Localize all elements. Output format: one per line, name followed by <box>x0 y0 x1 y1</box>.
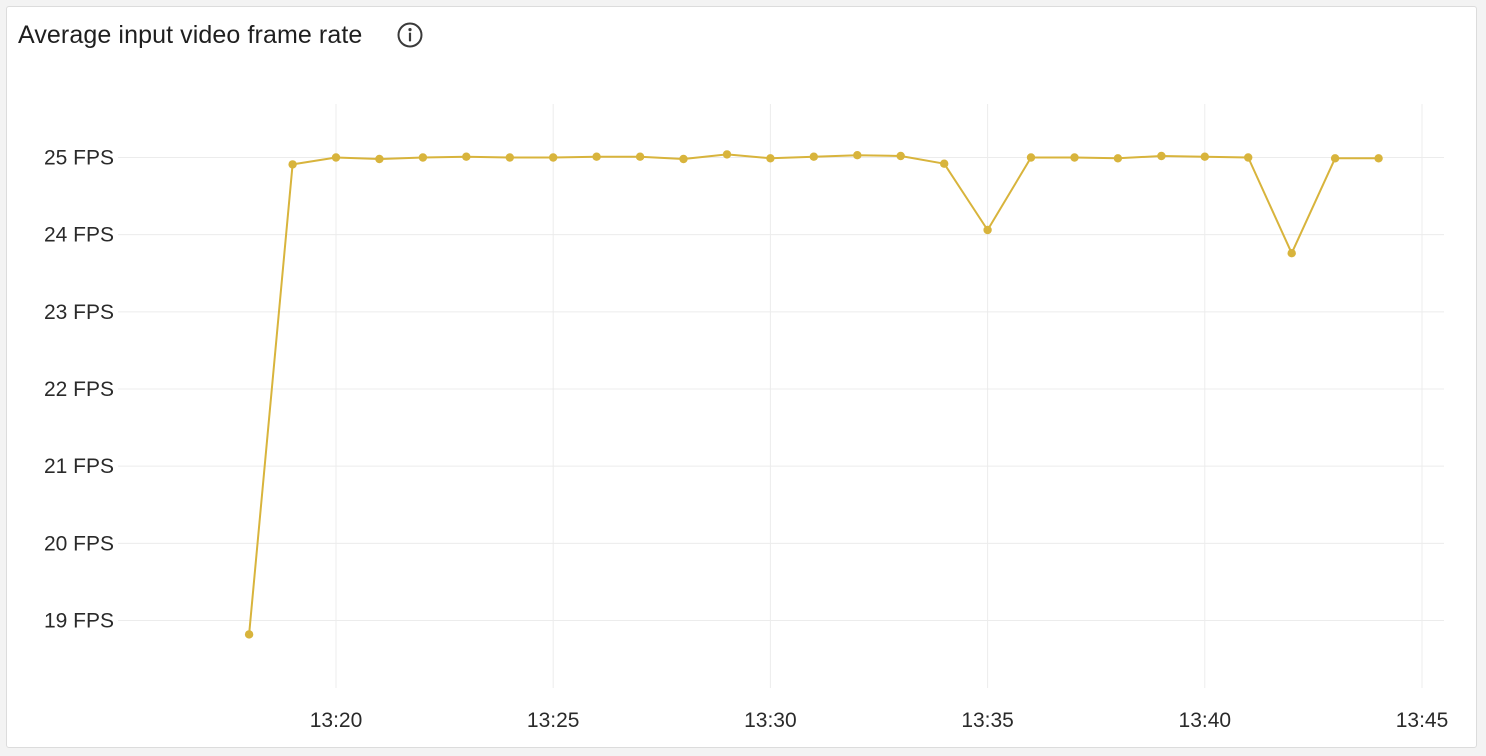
x-tick-label: 13:30 <box>744 709 797 732</box>
data-point[interactable] <box>1244 153 1253 162</box>
series-frame-rate <box>244 150 1383 639</box>
series-line <box>248 153 1379 635</box>
chart-panel <box>6 6 1477 748</box>
info-circle-icon[interactable] <box>396 21 424 49</box>
data-point[interactable] <box>1330 154 1340 163</box>
y-tick-label: 22 FPS <box>44 378 114 401</box>
grid-lines <box>118 104 1444 688</box>
data-point[interactable] <box>418 153 428 162</box>
data-point[interactable] <box>679 154 688 164</box>
x-tick-label: 13:40 <box>1179 709 1232 732</box>
y-tick-label: 24 FPS <box>44 224 114 247</box>
data-point[interactable] <box>940 159 949 168</box>
y-tick-label: 23 FPS <box>44 301 114 324</box>
data-point[interactable] <box>896 151 905 161</box>
data-point[interactable] <box>983 225 992 235</box>
data-point[interactable] <box>1026 153 1036 162</box>
x-tick-label: 13:35 <box>961 709 1014 732</box>
data-point[interactable] <box>1157 151 1166 161</box>
data-point[interactable] <box>722 150 732 159</box>
x-tick-label: 13:45 <box>1396 709 1449 732</box>
data-point[interactable] <box>1070 153 1079 162</box>
data-point[interactable] <box>549 153 558 162</box>
data-point[interactable] <box>375 154 384 164</box>
data-point[interactable] <box>505 153 514 162</box>
data-point[interactable] <box>244 630 254 639</box>
data-point[interactable] <box>462 152 471 161</box>
y-tick-label: 20 FPS <box>44 532 114 555</box>
x-axis-labels: 13:20 13:25 13:30 13:35 13:40 13:45 <box>310 709 1449 732</box>
data-point[interactable] <box>635 152 645 161</box>
data-point[interactable] <box>1200 152 1210 161</box>
data-point[interactable] <box>288 160 297 169</box>
y-tick-label: 19 FPS <box>44 610 114 633</box>
y-tick-label: 21 FPS <box>44 455 114 478</box>
x-tick-label: 13:20 <box>310 709 363 732</box>
data-point[interactable] <box>592 152 601 161</box>
data-point[interactable] <box>331 153 341 162</box>
data-point[interactable] <box>1287 249 1296 258</box>
panel-title: Average input video frame rate <box>18 20 363 49</box>
y-axis-labels: 19 FPS 20 FPS 21 FPS 22 FPS 23 FPS 24 FPS 25 F… <box>44 147 114 633</box>
x-tick-label: 13:25 <box>527 709 580 732</box>
data-point[interactable] <box>853 151 862 160</box>
data-point[interactable] <box>1113 154 1123 163</box>
data-point[interactable] <box>809 152 818 161</box>
data-point[interactable] <box>1374 154 1383 163</box>
data-point[interactable] <box>766 154 775 163</box>
y-tick-label: 25 FPS <box>44 147 114 170</box>
panel-header: Average input video frame rate <box>18 18 424 52</box>
